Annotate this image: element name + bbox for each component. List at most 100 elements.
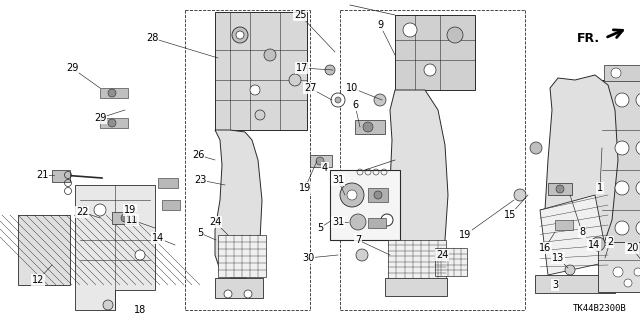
Circle shape: [556, 185, 564, 193]
Text: 4: 4: [322, 163, 328, 173]
Text: 31: 31: [332, 175, 344, 185]
Bar: [548, 183, 572, 195]
Circle shape: [615, 93, 629, 107]
Bar: [385, 278, 447, 296]
Text: 21: 21: [36, 170, 48, 180]
Bar: [368, 188, 388, 202]
Text: 22: 22: [76, 207, 88, 217]
Polygon shape: [540, 195, 608, 275]
Circle shape: [615, 221, 629, 235]
Bar: [215, 12, 307, 130]
Text: 25: 25: [294, 10, 307, 20]
Text: 28: 28: [146, 33, 158, 43]
Circle shape: [636, 141, 640, 155]
Circle shape: [624, 279, 632, 287]
Circle shape: [636, 181, 640, 195]
Text: 23: 23: [194, 175, 206, 185]
Circle shape: [514, 189, 526, 201]
Text: 8: 8: [579, 227, 585, 237]
Circle shape: [374, 94, 386, 106]
Bar: [112, 212, 136, 224]
Circle shape: [613, 267, 623, 277]
Text: 2: 2: [607, 237, 613, 247]
Bar: [100, 118, 128, 128]
Circle shape: [611, 68, 621, 78]
Circle shape: [108, 89, 116, 97]
Text: 15: 15: [504, 210, 516, 220]
Circle shape: [636, 93, 640, 107]
Bar: [555, 220, 573, 230]
Text: 29: 29: [66, 63, 78, 73]
Bar: [388, 240, 446, 278]
Circle shape: [108, 119, 116, 127]
Bar: [158, 178, 178, 188]
Text: 14: 14: [152, 233, 164, 243]
Text: 31: 31: [332, 217, 344, 227]
Bar: [52, 170, 70, 182]
Circle shape: [363, 122, 373, 132]
Circle shape: [565, 265, 575, 275]
Circle shape: [103, 300, 113, 310]
Circle shape: [264, 49, 276, 61]
Circle shape: [347, 190, 357, 200]
Text: 18: 18: [134, 305, 146, 315]
Bar: [598, 242, 640, 292]
Circle shape: [424, 64, 436, 76]
Bar: [395, 15, 475, 90]
Circle shape: [250, 85, 260, 95]
Text: 17: 17: [296, 63, 308, 73]
Circle shape: [121, 214, 129, 222]
Bar: [310, 155, 332, 167]
Text: 27: 27: [304, 83, 316, 93]
Polygon shape: [388, 90, 448, 278]
Text: 11: 11: [126, 215, 138, 225]
Bar: [604, 65, 640, 81]
Circle shape: [634, 268, 640, 276]
Polygon shape: [215, 130, 262, 278]
Text: 16: 16: [539, 243, 551, 253]
Polygon shape: [75, 185, 155, 310]
Bar: [218, 235, 266, 277]
Text: 19: 19: [124, 205, 136, 215]
Circle shape: [447, 27, 463, 43]
Text: 12: 12: [32, 275, 44, 285]
Circle shape: [350, 214, 366, 230]
Circle shape: [94, 204, 106, 216]
Bar: [602, 80, 640, 255]
Text: 14: 14: [588, 240, 600, 250]
Circle shape: [615, 181, 629, 195]
Circle shape: [289, 74, 301, 86]
Text: 5: 5: [197, 228, 203, 238]
Bar: [368, 218, 386, 228]
Circle shape: [255, 110, 265, 120]
Circle shape: [381, 214, 393, 226]
Bar: [100, 88, 128, 98]
Circle shape: [340, 183, 364, 207]
Text: TK44B2300B: TK44B2300B: [573, 304, 627, 313]
Circle shape: [244, 290, 252, 298]
Bar: [215, 278, 263, 298]
Circle shape: [591, 237, 605, 251]
Bar: [330, 170, 400, 240]
Text: 20: 20: [626, 243, 638, 253]
Circle shape: [236, 31, 244, 39]
Text: 6: 6: [352, 100, 358, 110]
Text: 29: 29: [94, 113, 106, 123]
Text: 9: 9: [377, 20, 383, 30]
Circle shape: [335, 97, 341, 103]
Text: 13: 13: [552, 253, 564, 263]
Bar: [18, 215, 70, 285]
Circle shape: [530, 142, 542, 154]
Circle shape: [316, 157, 324, 165]
Circle shape: [135, 250, 145, 260]
Circle shape: [331, 93, 345, 107]
Text: 1: 1: [597, 183, 603, 193]
Text: 26: 26: [192, 150, 204, 160]
Text: 7: 7: [355, 235, 361, 245]
Text: 3: 3: [552, 280, 558, 290]
Text: 30: 30: [302, 253, 314, 263]
Circle shape: [325, 65, 335, 75]
Text: 10: 10: [346, 83, 358, 93]
Bar: [162, 200, 180, 210]
Circle shape: [403, 23, 417, 37]
